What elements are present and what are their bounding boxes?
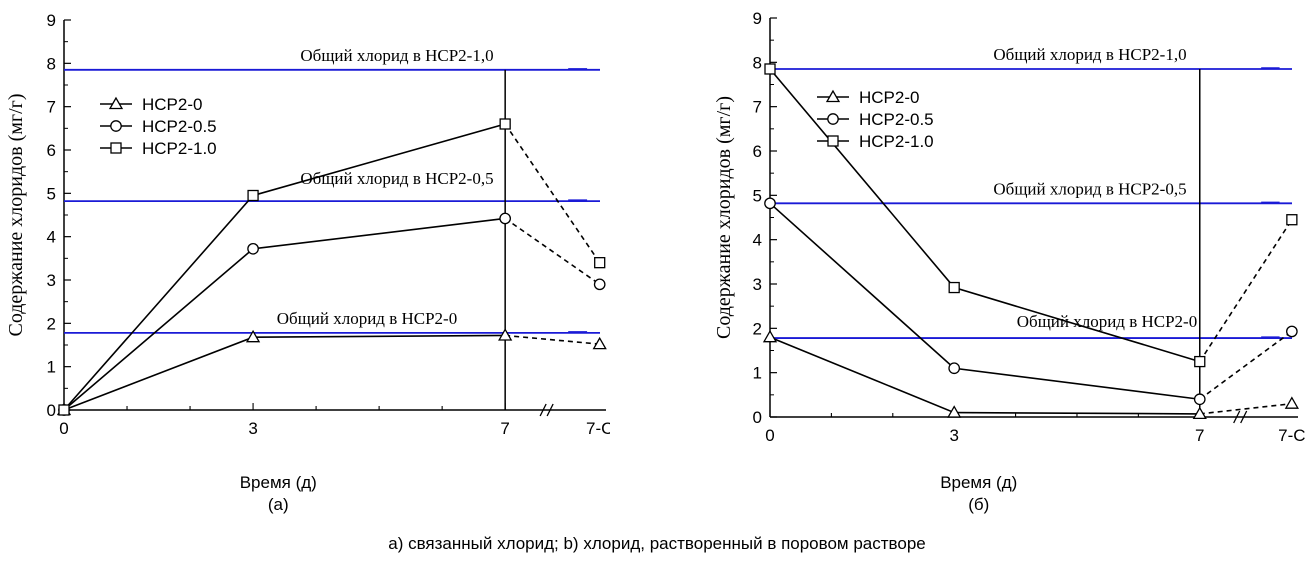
chart-b-reference-line-label: Общий хлорид в HCP2-1,0 (993, 45, 1186, 64)
chart-a-point-hcp2-0-5 (247, 242, 259, 255)
chart-b-reference-line-label: Общий хлорид в HCP2-0,5 (993, 179, 1186, 198)
chart-b-x-axis-title: Время (д) (940, 473, 1017, 492)
chart-b-point-hcp2-0-5 (1286, 325, 1298, 338)
chart-b-y-tick-label: 4 (753, 231, 762, 250)
chart-a-x-tick-label: 7-C (586, 419, 610, 438)
chart-a-legend-marker (110, 142, 122, 154)
chart-a-legend-label: HCP2-0.5 (142, 117, 217, 136)
chart-b-point-hcp2-0 (947, 405, 962, 418)
chart-a-reference-line-label: Общий хлорид в HCP2-0,5 (300, 169, 493, 188)
chart-b-point-hcp2-1-0 (1194, 355, 1206, 368)
chart-b-series-dashed-hcp2-0 (1199, 402, 1292, 415)
chart-a-x-tick-label: 3 (248, 419, 257, 438)
chart-a-reference-line-label: Общий хлорид в HCP2-0 (277, 309, 457, 328)
chart-a-y-tick-label: 6 (47, 141, 56, 160)
chart-a-axis-break-mark (546, 403, 554, 417)
chart-b-y-tick-label: 1 (753, 364, 762, 383)
chart-a-x-tick-label: 0 (59, 419, 68, 438)
chart-a-y-tick-label: 1 (47, 358, 56, 377)
chart-b-y-tick-label: 7 (753, 98, 762, 117)
chart-b-x-tick-label: 3 (949, 426, 958, 445)
chart-b-y-axis-title: Содержание хлоридов (мг/г) (713, 96, 735, 339)
chart-a-point-hcp2-1-0 (247, 189, 259, 202)
chart-a-y-tick-label: 7 (47, 98, 56, 117)
chart-a-point-hcp2-0-5 (499, 212, 512, 225)
chart-a-series-dashed-hcp2-0 (505, 334, 600, 345)
chart-b-x-tick-label: 0 (765, 426, 774, 445)
chart-b-legend-marker (825, 89, 841, 103)
chart-a-y-tick-label: 3 (47, 271, 56, 290)
chart-a-legend-marker (108, 96, 124, 110)
chart-a-legend-label: HCP2-0 (142, 95, 202, 114)
chart-b-legend-marker (827, 135, 839, 147)
chart-a-series-dashed-hcp2-0-5 (504, 217, 601, 285)
chart-a-reference-line-label: Общий хлорид в HCP2-1,0 (300, 46, 493, 65)
chart-b-y-tick-label: 5 (753, 186, 762, 205)
chart-b-series-dashed-hcp2-0-5 (1199, 330, 1293, 400)
chart-a-legend-label: HCP2-1.0 (142, 139, 217, 158)
chart-a-point-hcp2-0-5 (593, 278, 606, 291)
chart-a-point-hcp2-0 (498, 328, 513, 341)
chart-a-y-tick-label: 8 (47, 54, 56, 73)
chart-b-legend-marker (827, 113, 839, 125)
chart-b-point-hcp2-0 (1192, 406, 1207, 420)
chart-a-panel-label: (а) (268, 495, 289, 514)
chart-a-x-tick-label: 7 (500, 419, 509, 438)
chart-a-y-axis-title: Содержание хлоридов (мг/г) (5, 93, 27, 336)
chart-b-y-tick-label: 8 (753, 53, 762, 72)
chart-b-y-tick-label: 9 (753, 9, 762, 28)
chart-b-legend-label: HCP2-0.5 (859, 110, 934, 129)
chart-a-point-hcp2-1-0 (594, 257, 606, 269)
chart-a-series-line-hcp2-0 (63, 334, 506, 411)
figure-caption: а) связанный хлорид; b) хлорид, растворе… (388, 534, 926, 553)
chart-a: 0 1 2 3 4 5 6 7 8 9 0 3 7 7-C Содержание хлоридов (мг/… (5, 11, 610, 514)
chart-b-y-tick-label: 2 (753, 319, 762, 338)
chart-b-y-tick-label: 0 (753, 408, 762, 427)
chart-b-point-hcp2-0 (762, 329, 778, 343)
chart-a-point-hcp2-0 (245, 329, 261, 343)
chart-a-axis-break-mark (539, 403, 547, 417)
chart-b-legend-label: HCP2-0 (859, 88, 919, 107)
chart-b-panel-label: (б) (968, 495, 989, 514)
chart-b-reference-line-label: Общий хлорид в HCP2-0 (1017, 312, 1197, 331)
chart-a-series-dashed-hcp2-1-0 (504, 123, 601, 264)
chart-a-y-tick-label: 0 (47, 401, 56, 420)
chart-a-y-tick-label: 9 (47, 11, 56, 30)
chart-b-axis-break-mark (1233, 410, 1241, 424)
chart-b-x-tick-label: 7 (1195, 426, 1204, 445)
chart-a-y-tick-label: 4 (47, 228, 56, 247)
chart-b: 0 1 2 3 4 5 6 7 8 9 0 3 7 7-C Содержание хлоридов (мг/… (713, 9, 1306, 514)
chart-b-y-tick-label: 6 (753, 142, 762, 161)
chart-a-x-axis-title: Время (д) (240, 473, 317, 492)
chart-a-legend-marker (110, 120, 122, 132)
chart-b-legend-label: HCP2-1.0 (859, 132, 934, 151)
chart-a-y-tick-label: 5 (47, 184, 56, 203)
chart-b-axis-break-mark (1240, 410, 1248, 424)
chart-b-point-hcp2-0-5 (764, 197, 776, 210)
chart-b-series-dashed-hcp2-1-0 (1199, 219, 1293, 363)
chart-b-point-hcp2-0 (1284, 396, 1299, 409)
chart-b-point-hcp2-1-0 (1286, 214, 1298, 226)
chart-a-point-hcp2-1-0 (499, 118, 511, 130)
chart-b-point-hcp2-0-5 (1193, 393, 1206, 406)
chart-a-point-hcp2-1-0 (58, 404, 70, 416)
chart-b-point-hcp2-1-0 (948, 281, 960, 294)
chart-b-point-hcp2-0-5 (948, 362, 961, 375)
chart-b-series-line-hcp2-0-5 (769, 202, 1200, 401)
chart-a-y-tick-label: 2 (47, 314, 56, 333)
chart-a-series-line-hcp2-1-0 (63, 123, 506, 411)
chart-b-x-tick-label: 7-C (1278, 426, 1305, 445)
chart-a-point-hcp2-0 (592, 336, 607, 350)
chart-b-series-line-hcp2-0 (769, 336, 1200, 415)
chart-b-point-hcp2-1-0 (764, 63, 776, 75)
chart-b-y-tick-label: 3 (753, 275, 762, 294)
